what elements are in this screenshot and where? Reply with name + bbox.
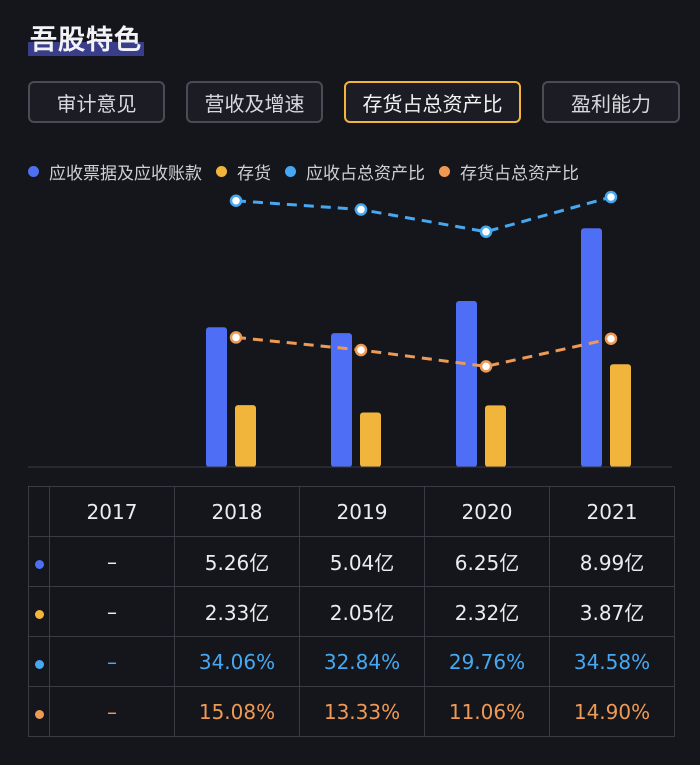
legend-dot-inventory	[216, 165, 227, 177]
cell: 34.06%	[174, 636, 300, 687]
page-title: 吾股特色	[28, 25, 144, 56]
tab-profitability[interactable]: 盈利能力	[542, 81, 680, 123]
table-header-2017: 2017	[49, 486, 175, 537]
legend-dot-inventory-ratio	[439, 165, 450, 177]
cell: 15.08%	[174, 686, 300, 737]
bar-inventory-2019	[360, 412, 381, 467]
line-inventory-ratio	[235, 335, 612, 368]
cell: 14.90%	[549, 686, 675, 737]
table-row-inventory: – 2.33亿 2.05亿 2.32亿 3.87亿	[28, 586, 675, 637]
table-header-2018: 2018	[174, 486, 300, 537]
row-marker-receivables-ratio	[28, 636, 50, 687]
table-corner-cell	[28, 486, 50, 537]
table-row-receivables: – 5.26亿 5.04亿 6.25亿 8.99亿	[28, 536, 675, 587]
cell: 2.05亿	[299, 586, 425, 637]
cell: 6.25亿	[424, 536, 550, 587]
point-inventory-ratio-2021	[604, 332, 618, 345]
table-row-inventory-ratio: – 15.08% 13.33% 11.06% 14.90%	[28, 686, 675, 737]
line-receivables-ratio	[235, 195, 612, 234]
cell: 34.58%	[549, 636, 675, 687]
bar-receivables-2019	[331, 333, 352, 467]
data-table: 2017 2018 2019 2020 2021 – 5.26亿 5.04亿 6…	[28, 486, 675, 737]
bar-receivables-2020	[456, 300, 477, 467]
tab-inventory-ratio[interactable]: 存货占总资产比	[344, 81, 521, 123]
cell: 5.26亿	[174, 536, 300, 587]
bar-inventory-2021	[610, 364, 631, 467]
line-layer	[229, 190, 618, 373]
bar-layer	[206, 228, 631, 467]
legend-label-inventory-ratio: 存货占总资产比	[460, 163, 579, 184]
row-dot-inventory-ratio	[34, 709, 44, 719]
cell: 2.33亿	[174, 586, 300, 637]
row-marker-inventory-ratio	[28, 686, 50, 737]
tab-bar: 审计意见 营收及增速 存货占总资产比 盈利能力	[28, 81, 680, 127]
legend-item-receivables-ratio[interactable]: 应收占总资产比	[285, 159, 425, 184]
cell: 5.04亿	[299, 536, 425, 587]
legend-item-inventory[interactable]: 存货	[216, 159, 271, 184]
legend-label-receivables: 应收票据及应收账款	[49, 163, 202, 184]
cell: 11.06%	[424, 686, 550, 737]
cell: 8.99亿	[549, 536, 675, 587]
bar-inventory-2018	[235, 405, 256, 467]
bar-inventory-2020	[485, 405, 506, 467]
cell: 29.76%	[424, 636, 550, 687]
cell: –	[49, 536, 175, 587]
table-header-2019: 2019	[299, 486, 425, 537]
legend-dot-receivables-ratio	[285, 165, 296, 177]
table-row-receivables-ratio: – 34.06% 32.84% 29.76% 34.58%	[28, 636, 675, 687]
bar-receivables-2018	[206, 327, 227, 467]
row-marker-inventory	[28, 586, 50, 637]
bar-receivables-2021	[581, 228, 602, 467]
cell: 3.87亿	[549, 586, 675, 637]
tab-audit-opinion[interactable]: 审计意见	[28, 81, 165, 123]
cell: –	[49, 636, 175, 687]
chart-legend: 应收票据及应收账款 存货 应收占总资产比 存货占总资产比	[28, 158, 593, 184]
row-marker-receivables	[28, 536, 50, 587]
cell: –	[49, 586, 175, 637]
legend-dot-receivables	[28, 165, 39, 177]
table-header-row: 2017 2018 2019 2020 2021	[28, 486, 675, 537]
point-receivables-ratio-2018	[229, 194, 243, 208]
legend-label-receivables-ratio: 应收占总资产比	[306, 163, 425, 184]
cell: 32.84%	[299, 636, 425, 687]
legend-label-inventory: 存货	[237, 163, 271, 184]
legend-item-inventory-ratio[interactable]: 存货占总资产比	[439, 159, 579, 184]
page-title-wrap: 吾股特色	[28, 18, 144, 57]
table-header-2021: 2021	[549, 486, 675, 537]
point-inventory-ratio-2019	[354, 343, 368, 357]
point-receivables-ratio-2021	[604, 190, 618, 204]
row-dot-receivables	[34, 559, 44, 569]
combo-chart	[28, 190, 672, 468]
point-receivables-ratio-2020	[479, 225, 493, 238]
legend-item-receivables[interactable]: 应收票据及应收账款	[28, 159, 202, 184]
row-dot-inventory	[34, 609, 44, 619]
row-dot-receivables-ratio	[34, 659, 44, 669]
cell: –	[49, 686, 175, 737]
cell: 2.32亿	[424, 586, 550, 637]
tab-revenue-growth[interactable]: 营收及增速	[186, 81, 323, 123]
point-inventory-ratio-2018	[229, 331, 243, 344]
point-inventory-ratio-2020	[479, 360, 493, 373]
point-receivables-ratio-2019	[354, 203, 368, 216]
cell: 13.33%	[299, 686, 425, 737]
table-header-2020: 2020	[424, 486, 550, 537]
